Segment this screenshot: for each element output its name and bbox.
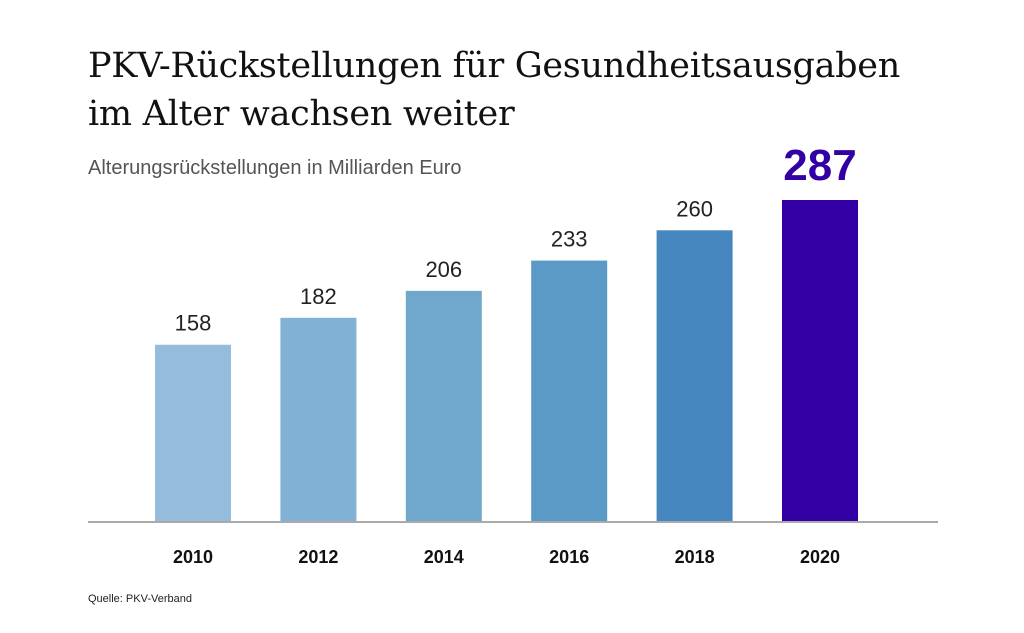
bar-2012 — [280, 317, 357, 522]
title-line-1: PKV-Rückstellungen für Gesundheitsausgab… — [88, 46, 900, 86]
x-tick-label-2014: 2014 — [424, 547, 464, 567]
source-note: Quelle: PKV-Verband — [88, 593, 192, 605]
chart-title: PKV-Rückstellungen für Gesundheitsausgab… — [88, 42, 900, 138]
x-tick-label-2010: 2010 — [173, 547, 213, 567]
bar-2018 — [656, 230, 733, 523]
data-label-2018: 260 — [676, 196, 713, 221]
x-tick-label-2018: 2018 — [675, 547, 715, 567]
bar-2014 — [405, 290, 482, 522]
data-label-2012: 182 — [300, 284, 337, 309]
data-label-2020: 287 — [783, 141, 856, 190]
data-label-2016: 233 — [551, 227, 588, 252]
bar-2020 — [782, 200, 858, 522]
x-tick-label-2016: 2016 — [549, 547, 589, 567]
data-label-2010: 158 — [175, 311, 212, 336]
x-tick-label-2020: 2020 — [800, 547, 840, 567]
title-line-2: im Alter wachsen weiter — [88, 94, 515, 134]
bar-2010 — [155, 344, 231, 522]
chart-subtitle: Alterungsrückstellungen in Milliarden Eu… — [88, 157, 462, 179]
data-label-2014: 206 — [425, 257, 462, 282]
x-tick-label-2012: 2012 — [298, 547, 338, 567]
bar-2016 — [531, 260, 608, 522]
